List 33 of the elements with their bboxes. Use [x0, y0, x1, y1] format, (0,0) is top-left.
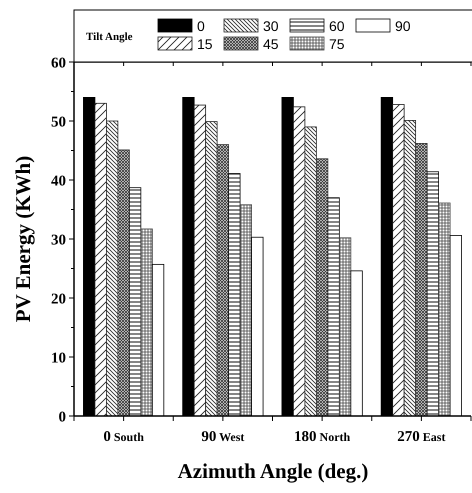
bar: [216, 144, 230, 416]
legend-label: 60: [329, 18, 345, 34]
bar: [117, 150, 130, 416]
bar: [426, 171, 439, 416]
legend-label: 90: [395, 18, 411, 34]
y-tick-label: 50: [51, 114, 66, 130]
x-tick-label: 180 North: [294, 429, 351, 445]
x-tick-label: 90 West: [201, 429, 244, 445]
x-tick-label: 0 South: [103, 429, 144, 445]
bar: [140, 228, 153, 416]
bar: [228, 173, 240, 416]
legend-label: 75: [329, 36, 345, 52]
bar: [240, 204, 252, 416]
bar: [338, 237, 352, 416]
y-tick-label: 60: [51, 55, 66, 72]
y-tick-label: 30: [51, 232, 66, 248]
legend-title: Tilt Angle: [86, 31, 133, 43]
x-tick-label: 270 East: [397, 429, 446, 445]
y-tick-label: 20: [51, 291, 66, 308]
y-tick-label: 40: [51, 173, 66, 190]
bar: [415, 143, 428, 416]
legend-label: 15: [197, 36, 213, 52]
y-tick-label: 0: [58, 409, 66, 426]
legend-label: 45: [263, 36, 279, 52]
y-tick-label: 10: [51, 350, 66, 366]
bar: [327, 197, 340, 416]
legend-label: 30: [263, 18, 279, 34]
bar: [438, 202, 450, 416]
bar: [128, 187, 142, 416]
x-axis-title: Azimuth Angle (deg.): [178, 459, 368, 483]
y-axis-title: PV Energy (KWh): [11, 156, 35, 322]
legend-label: 0: [197, 18, 205, 34]
bar: [316, 158, 328, 416]
